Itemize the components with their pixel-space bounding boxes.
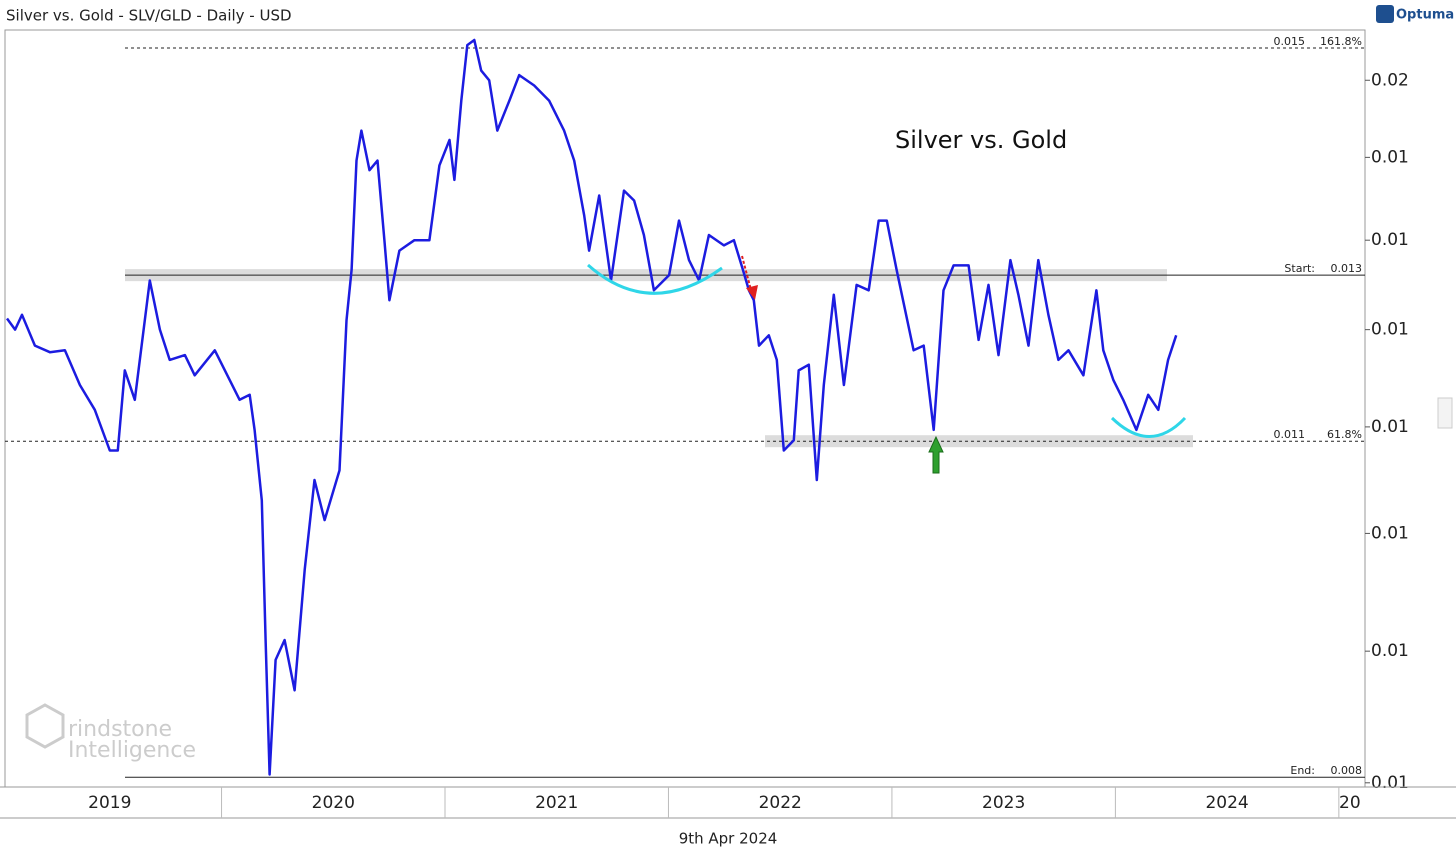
level-price: 0.015: [1274, 35, 1306, 48]
level-label: 161.8%: [1320, 35, 1362, 48]
y-tick-label: 0.01: [1371, 523, 1409, 543]
x-tick-label: 2021: [535, 793, 578, 813]
level-price: 0.013: [1331, 262, 1363, 275]
series-label: Silver vs. Gold: [895, 126, 1067, 154]
y-tick-label: 0.02: [1371, 70, 1409, 90]
watermark: Intelligence: [68, 738, 196, 763]
x-tick-label: 2023: [982, 793, 1025, 813]
side-toggle[interactable]: [1437, 397, 1453, 429]
level-label: Start:: [1284, 262, 1315, 275]
level-price: 0.011: [1274, 428, 1306, 441]
y-tick-label: 0.01: [1371, 320, 1409, 340]
down-arrow: [741, 255, 752, 291]
series-line: [5, 38, 1178, 776]
x-tick-label: 2024: [1205, 793, 1248, 813]
y-tick-label: 0.01: [1371, 417, 1409, 437]
level-label: 61.8%: [1327, 428, 1362, 441]
chart-title: Silver vs. Gold - SLV/GLD - Daily - USD: [6, 7, 292, 25]
arc-annotation: [587, 263, 723, 295]
y-tick-label: 0.01: [1371, 773, 1409, 793]
brand: Optuma: [1396, 8, 1454, 23]
down-arrow: [746, 285, 758, 300]
brand-icon: [1376, 5, 1394, 23]
watermark: rindstone: [68, 717, 172, 742]
up-arrow: [928, 435, 944, 474]
x-tick-label: 2022: [759, 793, 802, 813]
y-tick-label: 0.01: [1371, 230, 1409, 250]
level-label: End:: [1290, 764, 1315, 777]
x-tick-label: 2020: [312, 793, 355, 813]
watermark-logo: [25, 703, 65, 749]
plot-frame: [4, 29, 1366, 788]
date-label: 9th Apr 2024: [679, 830, 778, 848]
arc-annotation: [1110, 416, 1187, 438]
y-tick-label: 0.01: [1371, 147, 1409, 167]
x-tick-label: 2019: [88, 793, 131, 813]
y-tick-label: 0.01: [1371, 641, 1409, 661]
level-price: 0.008: [1331, 764, 1363, 777]
x-tick-label: 20: [1339, 793, 1361, 813]
